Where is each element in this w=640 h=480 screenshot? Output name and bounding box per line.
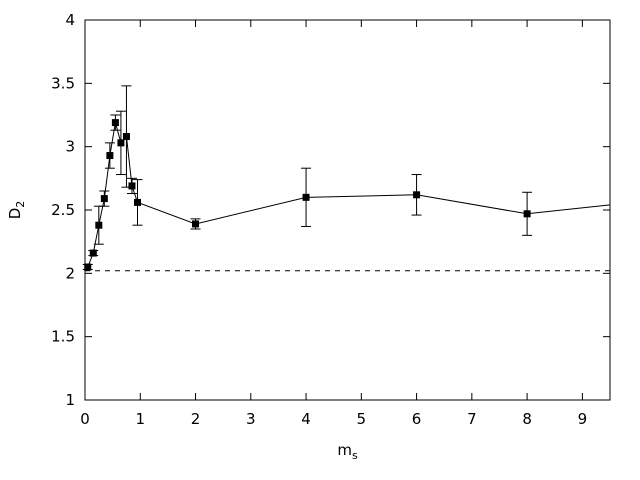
data-point [523,210,531,218]
x-tick-label: 4 [301,410,311,428]
x-tick-label: 7 [467,410,477,428]
x-tick-label: 2 [191,410,201,428]
series-line [87,122,611,268]
data-point [122,133,130,141]
y-tick-label: 1 [65,391,75,409]
y-axis-label-main: D [6,208,24,220]
plot-area [82,85,611,272]
data-point [95,221,103,229]
y-axis-label: D2 [6,201,27,220]
x-tick-label: 5 [357,410,367,428]
x-tick-label: 3 [246,410,256,428]
y-tick-label: 3.5 [51,74,75,92]
x-axis-label-main: m [337,441,352,459]
y-tick-label: 1.5 [51,328,75,346]
data-point [117,139,125,147]
x-tick-label: 6 [412,410,422,428]
y-axis-label-subscript: 2 [14,201,27,208]
y-tick-label: 2.5 [51,201,75,219]
data-point [134,198,141,206]
data-point [84,263,92,271]
data-point [106,152,114,160]
y-tick-label: 4 [65,11,75,29]
x-axis-label: ms [337,441,358,462]
y-tick-label: 3 [65,138,75,156]
x-tick-label: 9 [578,410,588,428]
x-tick-label: 0 [80,410,90,428]
data-point [128,182,136,190]
plot-frame [84,19,611,401]
y-tick-label: 2 [65,264,75,282]
data-point [192,220,200,228]
x-tick-label: 8 [522,410,532,428]
x-axis-label-subscript: s [352,449,358,462]
data-point [100,195,108,203]
data-point [89,249,97,257]
data-point [111,119,119,127]
axis-ticks: 0 1 2 3 4 5 6 7 8 911.522.533.54 [51,11,610,428]
data-point [413,191,421,199]
x-tick-label: 1 [135,410,145,428]
data-point [302,193,310,201]
